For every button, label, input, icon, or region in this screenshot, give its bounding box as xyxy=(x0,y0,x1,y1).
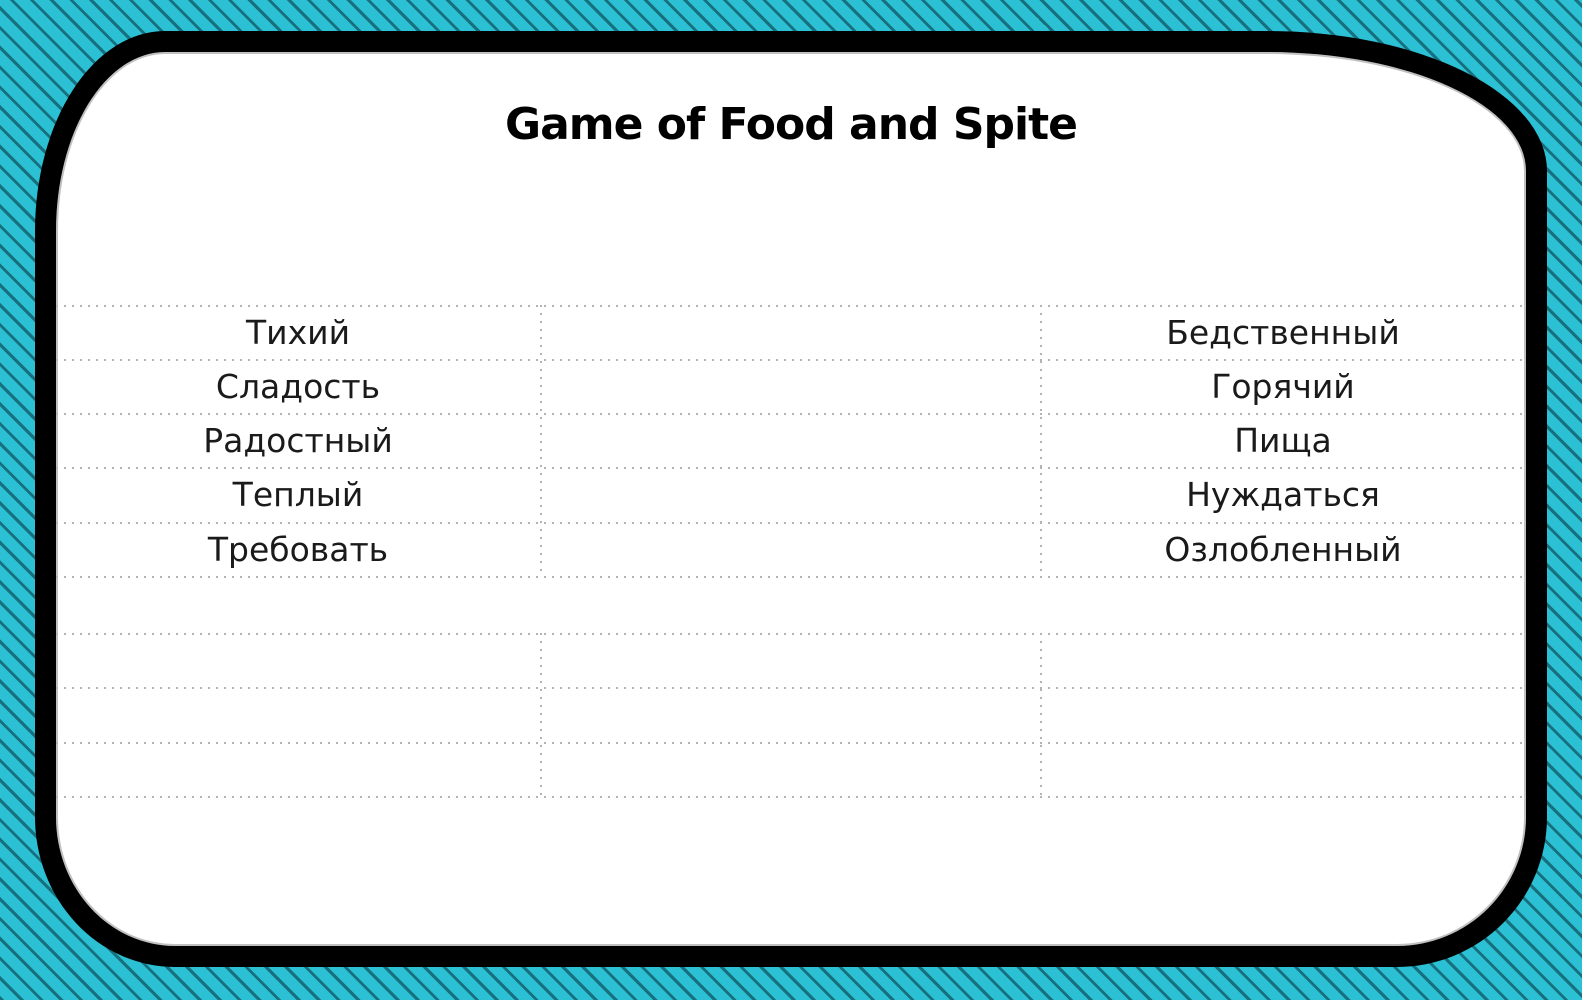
empty-cell[interactable] xyxy=(1040,633,1526,687)
word-chip[interactable]: Радостный xyxy=(203,420,393,460)
dotted-line-vertical xyxy=(1040,305,1042,576)
word-chip[interactable]: Горячий xyxy=(1211,366,1355,406)
dotted-line-horizontal xyxy=(56,522,1526,524)
dotted-line-horizontal xyxy=(56,576,1526,578)
empty-cell[interactable] xyxy=(1040,687,1526,742)
word-chip[interactable]: Пища xyxy=(1234,420,1332,460)
dotted-line-horizontal xyxy=(56,305,1526,307)
empty-slot[interactable] xyxy=(540,742,1040,796)
word-chip[interactable]: Сладость xyxy=(215,366,381,406)
dotted-line-vertical xyxy=(1040,633,1042,796)
word-chip[interactable]: Требовать xyxy=(207,529,389,569)
empty-cell[interactable] xyxy=(56,742,540,796)
word-chip[interactable]: Нуждаться xyxy=(1186,475,1380,514)
empty-slot[interactable] xyxy=(540,305,1040,359)
game-board-card: Game of Food and Spite Тихий Бедственный… xyxy=(35,31,1547,967)
empty-cell[interactable] xyxy=(56,687,540,742)
empty-slot[interactable] xyxy=(540,687,1040,742)
dotted-line-horizontal xyxy=(56,742,1526,744)
game-title: Game of Food and Spite xyxy=(504,98,1078,150)
empty-slot[interactable] xyxy=(540,467,1040,522)
dotted-line-horizontal xyxy=(56,687,1526,689)
word-chip[interactable]: Бедственный xyxy=(1166,312,1400,352)
word-chip[interactable]: Теплый xyxy=(232,475,364,514)
word-chip[interactable]: Озлобленный xyxy=(1164,529,1402,569)
empty-slot[interactable] xyxy=(540,413,1040,467)
empty-slot[interactable] xyxy=(540,633,1040,687)
dotted-line-horizontal xyxy=(56,359,1526,361)
board-sheet: Game of Food and Spite Тихий Бедственный… xyxy=(56,52,1526,946)
empty-slot[interactable] xyxy=(540,359,1040,413)
empty-cell[interactable] xyxy=(56,633,540,687)
empty-cell[interactable] xyxy=(1040,742,1526,796)
empty-slot[interactable] xyxy=(540,522,1040,576)
dotted-line-horizontal xyxy=(56,796,1526,798)
dotted-line-vertical xyxy=(540,633,542,796)
dotted-line-horizontal xyxy=(56,413,1526,415)
word-chip[interactable]: Тихий xyxy=(245,312,351,352)
dotted-line-vertical xyxy=(540,305,542,576)
dotted-line-horizontal xyxy=(56,633,1526,635)
dotted-line-horizontal xyxy=(56,467,1526,469)
